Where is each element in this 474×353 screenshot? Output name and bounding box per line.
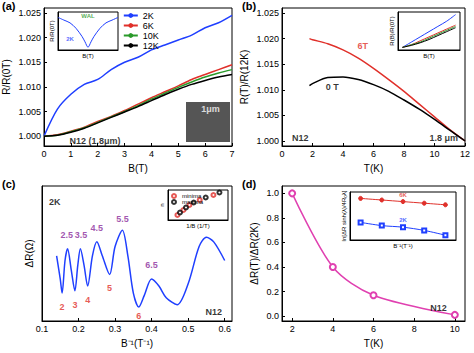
svg-text:(d): (d) xyxy=(242,178,256,190)
svg-text:B(T): B(T) xyxy=(423,53,435,59)
svg-text:(c): (c) xyxy=(2,178,16,190)
svg-text:8: 8 xyxy=(401,149,406,159)
svg-text:R(B)/R(0T): R(B)/R(0T) xyxy=(389,16,395,45)
svg-text:1.000: 1.000 xyxy=(18,131,41,141)
svg-text:R/R(0T): R/R(0T) xyxy=(1,59,12,95)
svg-text:N12: N12 xyxy=(205,307,222,317)
svg-text:1.8 μm: 1.8 μm xyxy=(429,133,458,143)
svg-text:2.5: 2.5 xyxy=(61,230,74,240)
svg-text:(a): (a) xyxy=(2,0,16,12)
svg-text:10: 10 xyxy=(429,149,439,159)
svg-text:maxima: maxima xyxy=(182,199,204,205)
svg-text:1.025: 1.025 xyxy=(256,8,279,18)
svg-text:ln[ΔR sinh(λ)/4R₀λ]: ln[ΔR sinh(λ)/4R₀λ] xyxy=(341,190,347,241)
svg-text:1.010: 1.010 xyxy=(18,82,41,92)
svg-text:0.5: 0.5 xyxy=(182,324,195,334)
svg-text:1μm: 1μm xyxy=(201,104,220,114)
svg-text:4: 4 xyxy=(149,149,154,159)
svg-text:ΔR(T)/ΔR(2K): ΔR(T)/ΔR(2K) xyxy=(249,222,260,284)
svg-text:4: 4 xyxy=(330,324,335,334)
svg-text:2: 2 xyxy=(60,302,65,312)
svg-text:1/B (1/T): 1/B (1/T) xyxy=(186,223,209,229)
svg-text:3: 3 xyxy=(72,300,77,310)
svg-text:0.4: 0.4 xyxy=(266,262,279,272)
svg-text:N12: N12 xyxy=(292,133,309,143)
svg-text:12K: 12K xyxy=(143,41,159,51)
svg-text:0 T: 0 T xyxy=(326,82,340,92)
svg-text:0.1: 0.1 xyxy=(36,324,49,334)
svg-text:2K: 2K xyxy=(66,36,74,42)
svg-text:R/R(0T): R/R(0T) xyxy=(49,20,55,41)
svg-text:1.005: 1.005 xyxy=(18,107,41,117)
svg-text:1.010: 1.010 xyxy=(256,85,279,95)
svg-text:B(T): B(T) xyxy=(82,53,94,59)
svg-text:6: 6 xyxy=(203,149,208,159)
svg-text:10K: 10K xyxy=(143,31,159,41)
svg-text:1.015: 1.015 xyxy=(18,57,41,67)
svg-text:2K: 2K xyxy=(49,197,61,207)
svg-text:(b): (b) xyxy=(242,0,256,12)
svg-text:5: 5 xyxy=(107,283,112,293)
svg-text:2: 2 xyxy=(95,149,100,159)
svg-text:4: 4 xyxy=(340,149,345,159)
svg-text:6T: 6T xyxy=(358,41,369,51)
svg-text:1.025: 1.025 xyxy=(18,8,41,18)
svg-text:n: n xyxy=(159,203,165,206)
svg-text:N12: N12 xyxy=(430,303,447,313)
svg-text:WAL: WAL xyxy=(81,13,95,19)
svg-text:6: 6 xyxy=(371,149,376,159)
svg-text:0.4: 0.4 xyxy=(145,324,158,334)
svg-text:2: 2 xyxy=(290,324,295,334)
svg-text:2K: 2K xyxy=(399,217,407,223)
svg-text:0.6: 0.6 xyxy=(266,237,279,247)
svg-text:0: 0 xyxy=(279,149,284,159)
svg-text:N12 (1.8μm): N12 (1.8μm) xyxy=(70,136,121,146)
svg-text:2K: 2K xyxy=(143,11,154,21)
svg-text:7: 7 xyxy=(229,149,234,159)
svg-text:B⁻¹(T⁻¹): B⁻¹(T⁻¹) xyxy=(121,338,153,349)
svg-text:10: 10 xyxy=(450,324,460,334)
svg-text:0.2: 0.2 xyxy=(266,287,279,297)
svg-text:1: 1 xyxy=(68,149,73,159)
svg-text:4.5: 4.5 xyxy=(91,223,104,233)
svg-text:6.5: 6.5 xyxy=(145,260,158,270)
svg-text:3.5: 3.5 xyxy=(75,230,88,240)
svg-text:0.8: 0.8 xyxy=(266,213,279,223)
svg-text:B(T): B(T) xyxy=(128,163,147,174)
svg-text:1.015: 1.015 xyxy=(256,59,279,69)
svg-text:0.3: 0.3 xyxy=(109,324,122,334)
svg-text:0.6: 0.6 xyxy=(218,324,231,334)
svg-text:12: 12 xyxy=(460,149,470,159)
svg-text:2: 2 xyxy=(310,149,315,159)
svg-text:8: 8 xyxy=(412,324,417,334)
svg-text:1.0: 1.0 xyxy=(266,188,279,198)
svg-text:0: 0 xyxy=(41,149,46,159)
svg-text:6: 6 xyxy=(371,324,376,334)
svg-text:1.000: 1.000 xyxy=(256,136,279,146)
svg-text:B⁻¹(T⁻¹): B⁻¹(T⁻¹) xyxy=(393,243,413,249)
svg-text:6K: 6K xyxy=(399,192,407,198)
svg-text:1.020: 1.020 xyxy=(256,34,279,44)
svg-text:5.5: 5.5 xyxy=(116,214,129,224)
svg-text:5: 5 xyxy=(176,149,181,159)
svg-text:T(K): T(K) xyxy=(364,163,383,174)
svg-text:0.0: 0.0 xyxy=(266,311,279,321)
svg-text:4: 4 xyxy=(85,295,90,305)
svg-text:0.2: 0.2 xyxy=(72,324,85,334)
svg-text:minima: minima xyxy=(182,193,202,199)
svg-text:1.020: 1.020 xyxy=(18,33,41,43)
svg-text:ΔR(Ω): ΔR(Ω) xyxy=(24,239,35,267)
svg-text:6: 6 xyxy=(136,311,141,321)
svg-text:R(T)/R(12K): R(T)/R(12K) xyxy=(239,50,250,104)
svg-text:3: 3 xyxy=(122,149,127,159)
svg-text:6K: 6K xyxy=(143,21,154,31)
svg-text:1.005: 1.005 xyxy=(256,110,279,120)
svg-text:T(K): T(K) xyxy=(364,338,383,349)
